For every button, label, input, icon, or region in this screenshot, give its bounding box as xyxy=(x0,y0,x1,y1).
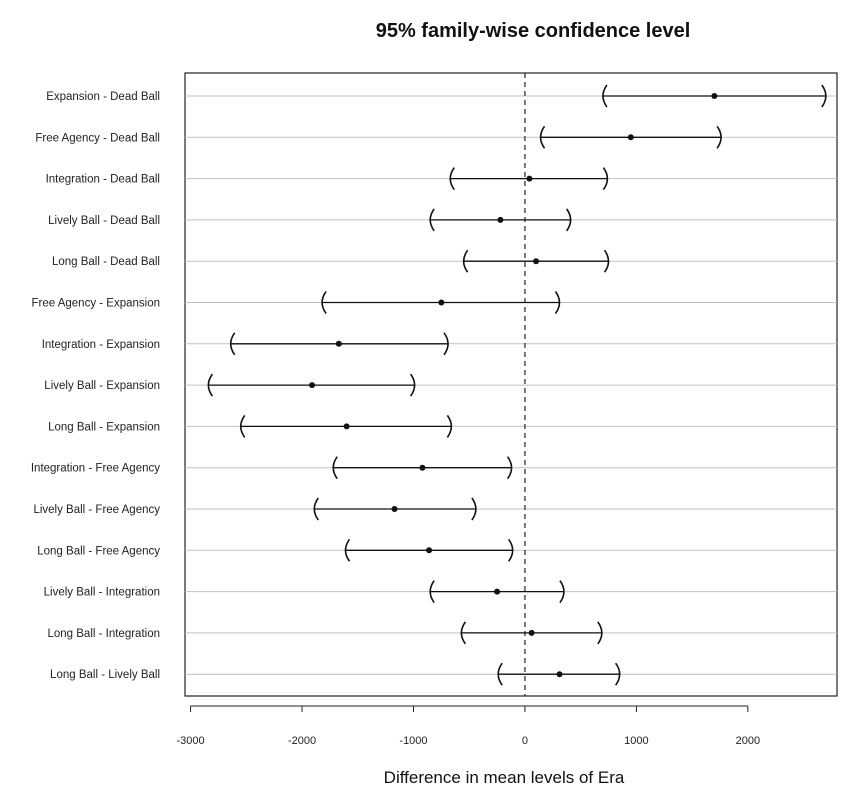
x-tick-label: -1000 xyxy=(399,735,427,747)
upper-bound-bracket xyxy=(565,208,572,232)
interval-row xyxy=(602,84,827,108)
interval-row xyxy=(429,208,572,232)
x-axis-title: Difference in mean levels of Era xyxy=(384,768,625,787)
comparison-label: Expansion - Dead Ball xyxy=(46,91,160,103)
x-tick-label: -3000 xyxy=(177,735,205,747)
comparison-label: Integration - Expansion xyxy=(42,339,160,351)
estimate-point xyxy=(627,134,634,141)
plot-frame xyxy=(184,72,838,697)
interval-row xyxy=(460,621,603,645)
comparison-label: Long Ball - Free Agency xyxy=(37,545,160,557)
estimate-point xyxy=(494,588,501,595)
lower-bound-bracket xyxy=(229,332,236,356)
x-tick-label: -2000 xyxy=(288,735,316,747)
comparison-label: Free Agency - Expansion xyxy=(32,298,161,310)
interval-row xyxy=(462,249,610,273)
upper-bound-bracket xyxy=(506,456,513,480)
upper-bound-bracket xyxy=(597,621,603,645)
estimate-point xyxy=(309,382,316,389)
upper-bound-bracket xyxy=(716,125,722,149)
comparison-label: Lively Ball - Integration xyxy=(44,587,160,599)
chart-title: 95% family-wise confidence level xyxy=(376,20,691,42)
interval-row xyxy=(313,497,477,521)
estimate-point xyxy=(343,423,350,430)
upper-bound-bracket xyxy=(821,84,827,108)
interval-row xyxy=(344,538,514,562)
comparison-label: Free Agency - Dead Ball xyxy=(35,132,160,144)
comparison-label: Long Ball - Expansion xyxy=(48,421,160,433)
estimate-point xyxy=(391,506,398,512)
interval-row xyxy=(539,125,722,149)
lower-bound-bracket xyxy=(332,456,338,480)
interval-row xyxy=(449,167,609,191)
x-tick-label: 1000 xyxy=(624,735,648,747)
lower-bound-bracket xyxy=(313,497,319,521)
interval-row xyxy=(207,373,416,397)
lower-bound-bracket xyxy=(602,84,608,108)
estimate-point xyxy=(526,175,533,182)
comparison-label: Lively Ball - Dead Ball xyxy=(48,215,160,227)
lower-bound-bracket xyxy=(321,291,327,314)
estimate-point xyxy=(335,340,342,347)
comparison-label: Integration - Dead Ball xyxy=(46,174,160,186)
lower-bound-bracket xyxy=(449,167,455,191)
comparison-label: Long Ball - Lively Ball xyxy=(50,669,160,681)
estimate-point xyxy=(711,93,718,99)
upper-bound-bracket xyxy=(409,373,416,397)
confidence-intervals xyxy=(207,84,827,686)
lower-bound-bracket xyxy=(462,249,469,273)
comparison-labels: Expansion - Dead Ball Free Agency - Dead … xyxy=(31,91,160,681)
estimate-point xyxy=(497,216,504,223)
interval-row xyxy=(321,291,561,314)
lower-bound-bracket xyxy=(460,621,467,645)
lower-bound-bracket xyxy=(497,662,503,686)
plot-area: Expansion - Dead Ball Free Agency - Dead … xyxy=(31,72,838,747)
lower-bound-bracket xyxy=(539,125,546,149)
lower-bound-bracket xyxy=(239,414,246,438)
lower-bound-bracket xyxy=(429,208,435,232)
upper-bound-bracket xyxy=(554,291,561,314)
interval-row xyxy=(239,414,453,438)
estimate-point xyxy=(528,629,535,636)
upper-bound-bracket xyxy=(508,538,514,562)
estimate-point xyxy=(419,464,426,471)
upper-bound-bracket xyxy=(615,662,621,686)
estimate-point xyxy=(533,258,540,265)
estimate-point xyxy=(438,299,445,306)
upper-bound-bracket xyxy=(559,580,565,604)
interval-row xyxy=(497,662,621,686)
lower-bound-bracket xyxy=(207,373,214,397)
upper-bound-bracket xyxy=(602,167,609,191)
comparison-label: Integration - Free Agency xyxy=(31,463,160,475)
interval-row xyxy=(429,580,565,604)
x-tick-label: 2000 xyxy=(736,735,760,747)
upper-bound-bracket xyxy=(446,414,453,438)
upper-bound-bracket xyxy=(471,497,477,521)
estimate-point xyxy=(426,547,433,554)
estimate-point xyxy=(556,671,563,678)
upper-bound-bracket xyxy=(603,249,610,273)
x-axis: -3000 -2000 -1000 0 1000 2000 xyxy=(177,705,760,747)
comparison-label: Long Ball - Dead Ball xyxy=(52,256,160,268)
interval-row xyxy=(229,332,449,356)
comparison-label: Long Ball - Integration xyxy=(47,628,160,640)
interval-row xyxy=(332,456,513,480)
comparison-label: Lively Ball - Free Agency xyxy=(33,504,160,516)
comparison-label: Lively Ball - Expansion xyxy=(44,380,160,392)
lower-bound-bracket xyxy=(344,538,351,562)
lower-bound-bracket xyxy=(429,580,435,604)
x-tick-label: 0 xyxy=(522,735,528,747)
upper-bound-bracket xyxy=(443,332,449,356)
